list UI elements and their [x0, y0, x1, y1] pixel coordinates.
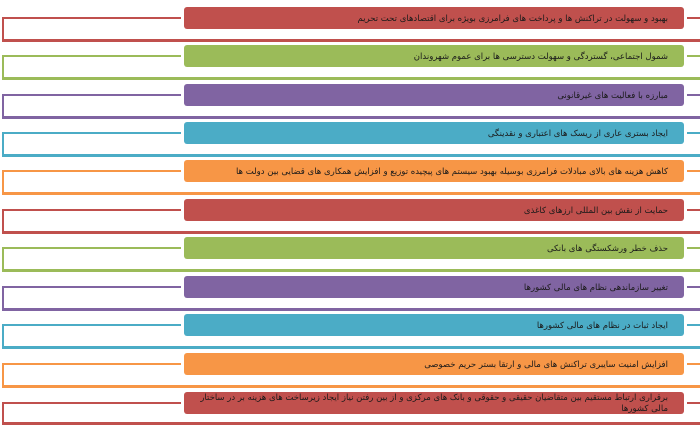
- connector-stub: [687, 402, 700, 404]
- connector-line: [2, 17, 4, 41]
- list-item-box: کاهش هزینه های بالای مبادلات فرامرزی بوس…: [184, 160, 684, 182]
- list-item-label: حمایت از نقش بین المللی ارزهای کاغذی: [523, 205, 668, 216]
- connector-line: [2, 402, 181, 404]
- divider-line: [2, 231, 700, 234]
- connector-line: [2, 363, 181, 365]
- list-item-label: تغییر سازماندهی نظام های مالی کشورها: [523, 282, 668, 293]
- divider-line: [2, 154, 700, 157]
- connector-stub: [687, 324, 700, 326]
- divider-line: [2, 192, 700, 195]
- divider-line: [2, 269, 700, 272]
- divider-line: [2, 385, 700, 388]
- connector-line: [2, 247, 181, 249]
- list-item-box: حمایت از نقش بین المللی ارزهای کاغذی: [184, 199, 684, 221]
- list-item-label: برقراری ارتباط مستقیم بین متقاضیان حقیقی…: [200, 393, 668, 414]
- connector-line: [2, 55, 4, 79]
- list-item-box: مبارزه با فعالیت های غیرقانونی: [184, 84, 684, 106]
- connector-line: [2, 209, 181, 211]
- list-item-label: ایجاد ثبات در نظام های مالی کشورها: [536, 320, 668, 331]
- list-item-label: حذف خطر ورشکستگی های بانکی: [546, 243, 668, 254]
- list-item-label: بهبود و سهولت در تراکنش ها و پرداخت های …: [357, 13, 668, 24]
- divider-line: [2, 422, 700, 425]
- list-item-box: برقراری ارتباط مستقیم بین متقاضیان حقیقی…: [184, 392, 684, 414]
- connector-stub: [687, 286, 700, 288]
- connector-stub: [687, 17, 700, 19]
- connector-line: [2, 55, 181, 57]
- list-item-box: افزایش امنیت سایبری تراکنش های مالی و ار…: [184, 353, 684, 375]
- list-item-box: ایجاد بستری عاری از ریسک های اعتباری و ن…: [184, 122, 684, 144]
- list-item-box: تغییر سازماندهی نظام های مالی کشورها: [184, 276, 684, 298]
- connector-line: [2, 247, 4, 271]
- connector-line: [2, 132, 181, 134]
- list-item-label: ایجاد بستری عاری از ریسک های اعتباری و ن…: [487, 128, 668, 139]
- connector-line: [2, 363, 4, 387]
- divider-line: [2, 39, 700, 42]
- divider-line: [2, 77, 700, 80]
- connector-stub: [687, 209, 700, 211]
- list-item-label: شمول اجتماعی، گستردگی و سهولت دسترسی ها …: [413, 51, 668, 62]
- list-item-box: شمول اجتماعی، گستردگی و سهولت دسترسی ها …: [184, 45, 684, 67]
- list-item-box: بهبود و سهولت در تراکنش ها و پرداخت های …: [184, 7, 684, 29]
- list-item-label: کاهش هزینه های بالای مبادلات فرامرزی بوس…: [235, 166, 668, 177]
- connector-stub: [687, 132, 700, 134]
- connector-line: [2, 209, 4, 233]
- divider-line: [2, 116, 700, 119]
- list-item-box: حذف خطر ورشکستگی های بانکی: [184, 237, 684, 259]
- connector-stub: [687, 170, 700, 172]
- connector-line: [2, 170, 4, 194]
- connector-line: [2, 170, 181, 172]
- connector-stub: [687, 363, 700, 365]
- connector-line: [2, 132, 4, 156]
- connector-stub: [687, 55, 700, 57]
- connector-line: [2, 17, 181, 19]
- divider-line: [2, 346, 700, 349]
- connector-line: [2, 286, 181, 288]
- connector-stub: [687, 247, 700, 249]
- list-item-label: افزایش امنیت سایبری تراکنش های مالی و ار…: [424, 359, 668, 370]
- connector-line: [2, 94, 181, 96]
- list-item-box: ایجاد ثبات در نظام های مالی کشورها: [184, 314, 684, 336]
- connector-line: [2, 402, 4, 424]
- connector-line: [2, 286, 4, 310]
- connector-line: [2, 324, 181, 326]
- divider-line: [2, 308, 700, 311]
- list-item-label: مبارزه با فعالیت های غیرقانونی: [557, 90, 668, 101]
- connector-line: [2, 94, 4, 118]
- connector-stub: [687, 94, 700, 96]
- connector-line: [2, 324, 4, 348]
